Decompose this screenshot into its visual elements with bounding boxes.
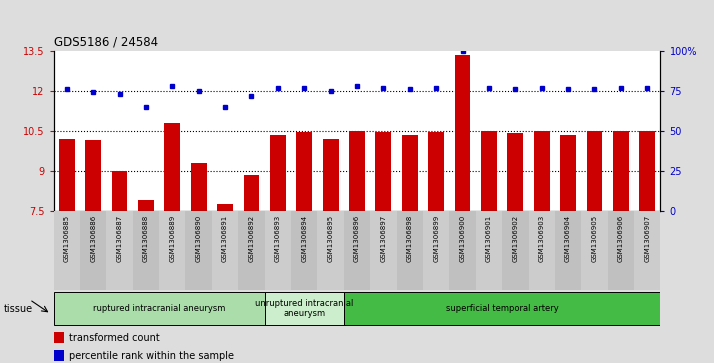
Text: GSM1306903: GSM1306903 — [538, 215, 545, 262]
Bar — [402, 135, 418, 211]
Bar — [54, 350, 64, 361]
Bar — [608, 211, 634, 290]
Bar — [528, 211, 555, 290]
Bar — [560, 135, 576, 211]
Bar — [639, 131, 655, 211]
Text: GSM1306894: GSM1306894 — [301, 215, 307, 262]
Bar — [54, 292, 265, 325]
Bar — [296, 132, 312, 211]
Text: GSM1306887: GSM1306887 — [116, 215, 123, 262]
Text: percentile rank within the sample: percentile rank within the sample — [69, 351, 233, 361]
Bar — [80, 211, 106, 290]
Text: ruptured intracranial aneurysm: ruptured intracranial aneurysm — [93, 304, 226, 313]
Text: GSM1306886: GSM1306886 — [90, 215, 96, 262]
Text: unruptured intracranial
aneurysm: unruptured intracranial aneurysm — [255, 299, 353, 318]
Text: GSM1306888: GSM1306888 — [143, 215, 149, 262]
Bar — [212, 211, 238, 290]
Bar — [344, 292, 660, 325]
Text: GSM1306900: GSM1306900 — [460, 215, 466, 262]
Bar — [186, 211, 212, 290]
Bar — [508, 133, 523, 211]
Bar — [449, 211, 476, 290]
Text: GSM1306892: GSM1306892 — [248, 215, 254, 262]
Bar — [159, 211, 186, 290]
Bar — [318, 211, 344, 290]
Bar — [581, 211, 608, 290]
Text: tissue: tissue — [4, 303, 33, 314]
Bar — [502, 211, 528, 290]
Bar — [476, 211, 502, 290]
Text: GSM1306902: GSM1306902 — [513, 215, 518, 262]
Bar — [291, 211, 318, 290]
Text: superficial temporal artery: superficial temporal artery — [446, 304, 558, 313]
Bar — [111, 171, 127, 211]
Bar — [106, 211, 133, 290]
Bar — [164, 123, 180, 211]
Text: transformed count: transformed count — [69, 333, 159, 343]
Bar — [133, 211, 159, 290]
Bar — [349, 131, 365, 211]
Bar — [54, 211, 80, 290]
Text: GSM1306898: GSM1306898 — [407, 215, 413, 262]
Text: GDS5186 / 24584: GDS5186 / 24584 — [54, 35, 158, 48]
Bar — [59, 139, 75, 211]
Bar — [54, 332, 64, 343]
Bar — [481, 131, 497, 211]
Text: GSM1306904: GSM1306904 — [565, 215, 571, 262]
Bar — [376, 132, 391, 211]
Text: GSM1306895: GSM1306895 — [328, 215, 333, 262]
Bar — [428, 132, 444, 211]
Text: GSM1306885: GSM1306885 — [64, 215, 70, 262]
Bar — [555, 211, 581, 290]
Bar — [270, 135, 286, 211]
Bar — [344, 211, 370, 290]
Bar — [191, 163, 206, 211]
Bar — [634, 211, 660, 290]
Bar — [587, 131, 603, 211]
Text: GSM1306889: GSM1306889 — [169, 215, 176, 262]
Text: GSM1306901: GSM1306901 — [486, 215, 492, 262]
Bar — [265, 211, 291, 290]
Text: GSM1306896: GSM1306896 — [354, 215, 360, 262]
Text: GSM1306893: GSM1306893 — [275, 215, 281, 262]
Bar — [85, 140, 101, 211]
Bar — [396, 211, 423, 290]
Bar — [238, 211, 265, 290]
Bar — [423, 211, 449, 290]
Bar — [217, 204, 233, 211]
Bar — [243, 175, 259, 211]
Bar — [370, 211, 396, 290]
Bar — [265, 292, 344, 325]
Text: GSM1306907: GSM1306907 — [644, 215, 650, 262]
Text: GSM1306905: GSM1306905 — [591, 215, 598, 262]
Bar — [323, 139, 338, 211]
Bar — [613, 131, 629, 211]
Text: GSM1306891: GSM1306891 — [222, 215, 228, 262]
Bar — [455, 55, 471, 211]
Text: GSM1306899: GSM1306899 — [433, 215, 439, 262]
Text: GSM1306897: GSM1306897 — [381, 215, 386, 262]
Bar — [138, 200, 154, 211]
Text: GSM1306906: GSM1306906 — [618, 215, 624, 262]
Bar — [534, 131, 550, 211]
Text: GSM1306890: GSM1306890 — [196, 215, 201, 262]
